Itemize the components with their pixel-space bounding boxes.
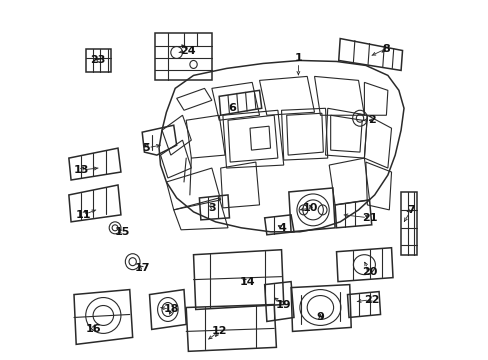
- Text: 4: 4: [278, 223, 285, 233]
- Text: 5: 5: [142, 143, 149, 153]
- Text: 2: 2: [368, 115, 376, 125]
- Text: 7: 7: [407, 205, 414, 215]
- Text: 16: 16: [85, 324, 101, 334]
- Text: 6: 6: [228, 103, 236, 113]
- Text: 3: 3: [208, 203, 216, 213]
- Text: 9: 9: [316, 312, 324, 323]
- Text: 8: 8: [382, 44, 389, 54]
- Text: 17: 17: [134, 263, 150, 273]
- Text: 20: 20: [361, 267, 376, 276]
- Text: 13: 13: [74, 165, 89, 175]
- Text: 19: 19: [275, 300, 291, 310]
- Text: 18: 18: [163, 305, 179, 315]
- Text: 1: 1: [294, 54, 302, 63]
- Text: 14: 14: [239, 276, 254, 287]
- Text: 22: 22: [363, 294, 379, 305]
- Text: 21: 21: [361, 213, 377, 223]
- Text: 12: 12: [211, 327, 226, 336]
- Text: 23: 23: [90, 55, 106, 66]
- Text: 11: 11: [76, 210, 91, 220]
- Text: 10: 10: [303, 203, 318, 213]
- Text: 15: 15: [115, 227, 130, 237]
- Text: 24: 24: [180, 45, 196, 55]
